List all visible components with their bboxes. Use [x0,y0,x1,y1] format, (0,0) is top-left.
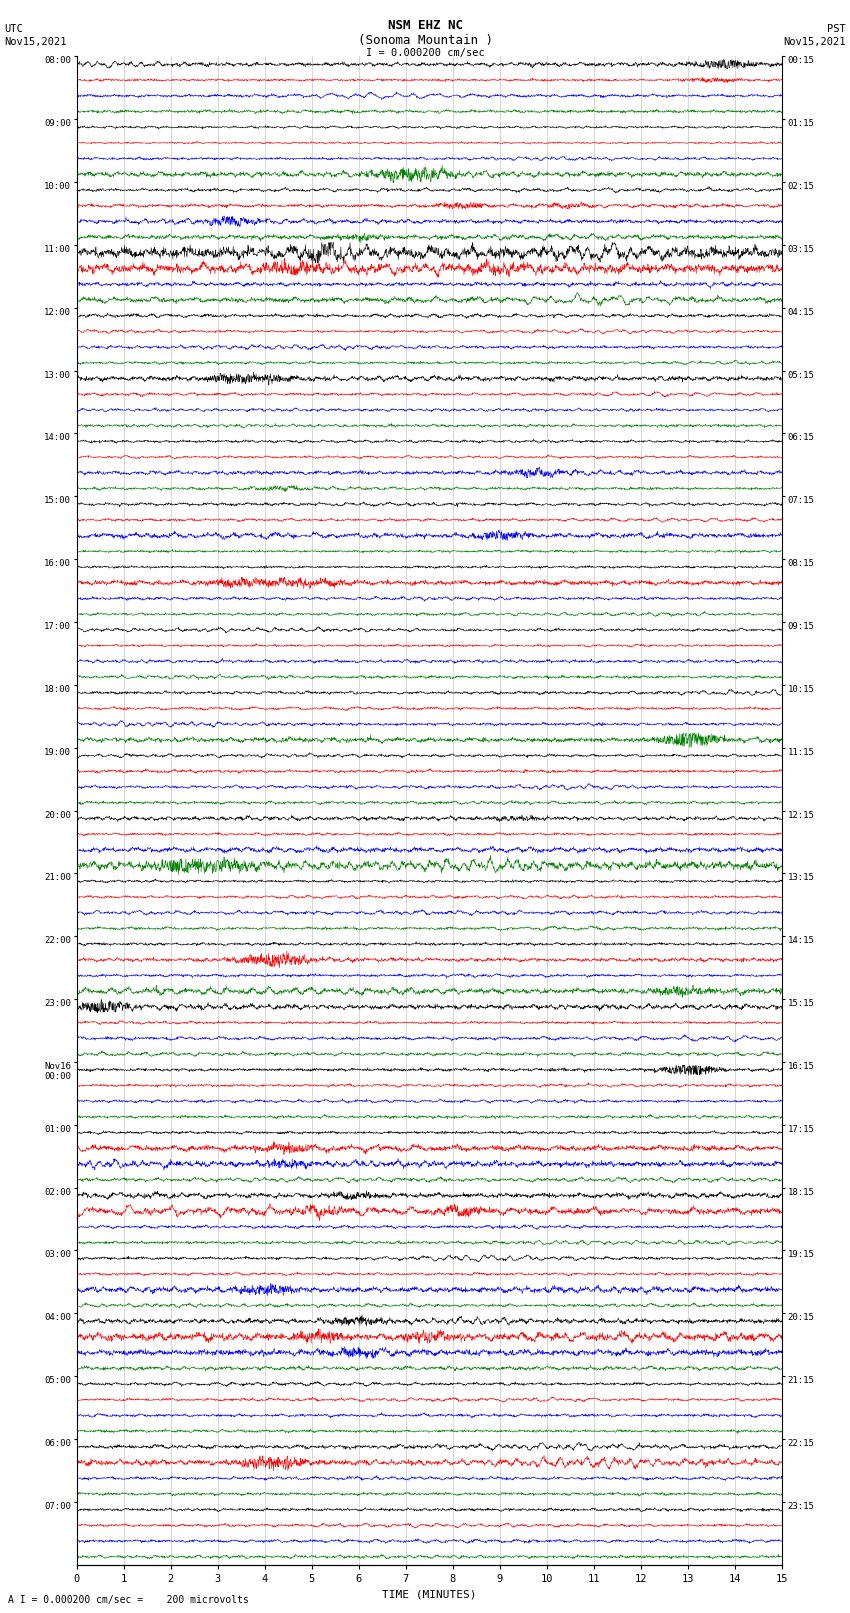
Text: Nov15,2021: Nov15,2021 [783,37,846,47]
Text: PST: PST [827,24,846,34]
Text: NSM EHZ NC: NSM EHZ NC [388,19,462,32]
Text: I = 0.000200 cm/sec: I = 0.000200 cm/sec [366,48,484,58]
Text: A I = 0.000200 cm/sec =    200 microvolts: A I = 0.000200 cm/sec = 200 microvolts [8,1595,249,1605]
Text: UTC: UTC [4,24,23,34]
X-axis label: TIME (MINUTES): TIME (MINUTES) [382,1589,477,1598]
Text: (Sonoma Mountain ): (Sonoma Mountain ) [358,34,492,47]
Text: Nov15,2021: Nov15,2021 [4,37,67,47]
